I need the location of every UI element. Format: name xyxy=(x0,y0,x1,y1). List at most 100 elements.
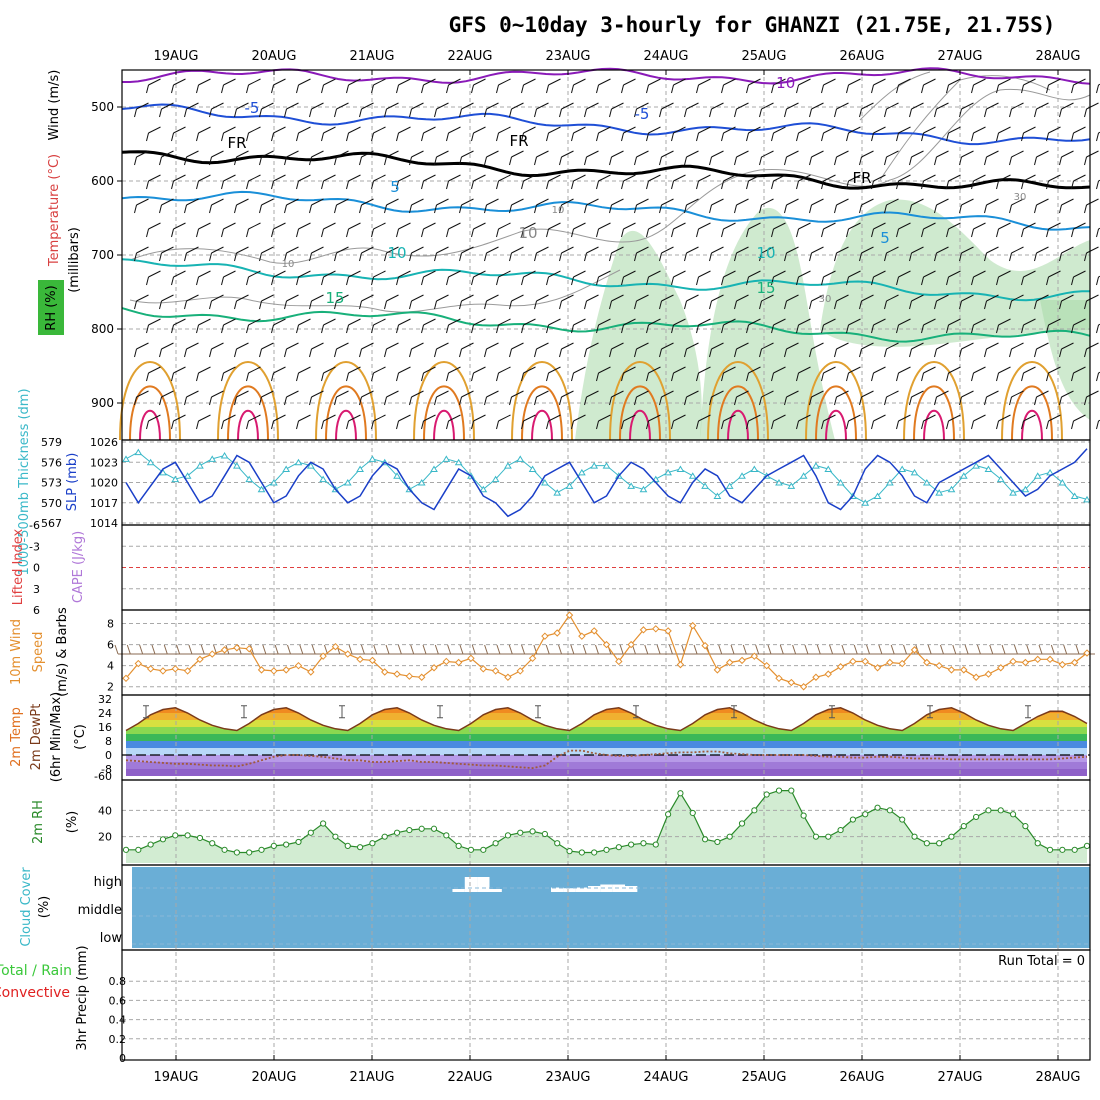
wind-barb xyxy=(271,78,286,94)
wind-barb xyxy=(521,78,536,94)
thickness-point xyxy=(627,482,636,489)
rh2m-point xyxy=(701,836,709,843)
wind-barb xyxy=(659,390,674,406)
wind-barb xyxy=(534,246,549,262)
wind-barb xyxy=(484,342,499,358)
wind-barb xyxy=(1046,78,1061,94)
wind-barb xyxy=(446,366,461,382)
wind-barb xyxy=(609,294,624,310)
wind-barb xyxy=(209,246,224,262)
wind-barb xyxy=(371,414,386,430)
rh2m-point xyxy=(541,830,548,838)
wind-barb xyxy=(746,222,761,238)
rh2m-point xyxy=(665,811,672,818)
wind-barb xyxy=(471,78,486,94)
precip-tick-label: 0.6 xyxy=(109,994,127,1007)
wind-barb xyxy=(909,390,924,406)
wind-barb xyxy=(821,222,836,238)
wind-barb xyxy=(621,318,636,334)
warm-isotherm xyxy=(521,385,563,441)
cloud-background xyxy=(132,867,1090,948)
wind-barb xyxy=(634,198,649,214)
rh2m-point xyxy=(862,811,869,818)
precip-label-b: Convective xyxy=(0,985,70,1001)
warm-isotherm xyxy=(1021,409,1043,441)
wind-barb xyxy=(496,366,511,382)
wind-barb xyxy=(234,198,249,214)
wind-barb xyxy=(646,414,661,430)
wind-barb xyxy=(1021,318,1036,334)
wind-barb xyxy=(684,198,699,214)
rh2m-point xyxy=(948,833,955,840)
pressure-tick-label: 800 xyxy=(91,322,114,336)
wind-barb xyxy=(321,222,336,238)
contour-label: 5 xyxy=(880,229,890,247)
wind-barb xyxy=(146,126,161,142)
wind-barb xyxy=(884,102,899,118)
top-date-label: 20AUG xyxy=(251,49,296,64)
wind-barb xyxy=(1071,366,1086,382)
wind-barb xyxy=(446,78,461,94)
wind-barb xyxy=(884,150,899,166)
wind-barb xyxy=(509,390,524,406)
cloud-level-label: low xyxy=(100,931,123,946)
wind-barb xyxy=(209,198,224,214)
wind-barb xyxy=(971,414,986,430)
wind-barb xyxy=(221,366,236,382)
cloud-cover-bar xyxy=(477,877,490,892)
wind-barb xyxy=(709,390,724,406)
wind-barb xyxy=(209,150,224,166)
wind-barb xyxy=(1021,366,1036,382)
wind-barb xyxy=(1071,78,1086,94)
thickness-point xyxy=(1009,489,1017,496)
contour-label: 30 xyxy=(1014,192,1027,203)
data-layer xyxy=(114,67,1100,856)
wind-barb xyxy=(946,78,961,94)
wind-speed-point xyxy=(972,673,980,681)
wind-barb xyxy=(996,414,1011,430)
wind-barb xyxy=(196,270,211,286)
wind-speed-point xyxy=(1034,655,1042,664)
thickness-point xyxy=(430,465,438,472)
slp-tick-label: 1020 xyxy=(90,477,118,490)
wind-speed-point xyxy=(270,667,278,675)
thickness-point xyxy=(590,462,599,469)
thickness-point xyxy=(1033,472,1042,479)
rh2m-point xyxy=(985,807,992,814)
wind-barb xyxy=(259,102,274,118)
wind-barb xyxy=(521,366,536,382)
thickness-point xyxy=(257,485,266,493)
wind-barb xyxy=(496,318,511,334)
warm-isotherm xyxy=(217,361,279,441)
wind-barb xyxy=(996,270,1011,286)
wind-barb xyxy=(1009,390,1024,406)
wind-barb xyxy=(459,246,474,262)
tmax-error-bar xyxy=(731,705,737,719)
contour-label: 15 xyxy=(325,289,344,307)
wind-speed-point xyxy=(578,632,586,640)
rh2m-point xyxy=(849,816,857,823)
thickness-point xyxy=(479,485,488,493)
wind-barb xyxy=(971,222,986,238)
wind-barb xyxy=(296,414,311,430)
thickness-point xyxy=(454,458,463,466)
tmax-error-bar xyxy=(241,705,247,719)
wind-barb xyxy=(321,78,336,94)
wind-barb xyxy=(559,102,574,118)
wind-speed-point xyxy=(183,667,192,675)
wind-barb xyxy=(571,126,586,142)
wind-barb xyxy=(946,318,961,334)
wind-speed-point xyxy=(344,650,352,658)
wind-barb xyxy=(621,366,636,382)
bottom-date-label: 22AUG xyxy=(447,1070,492,1085)
contour-label: 10 xyxy=(518,224,537,242)
temp-band xyxy=(126,734,1087,741)
wind-barb xyxy=(146,414,161,430)
wind-barb xyxy=(159,390,174,406)
wind-barb xyxy=(584,390,599,406)
wind-barb xyxy=(846,222,861,238)
wind-barb xyxy=(221,126,236,142)
rh2m-point xyxy=(726,833,733,840)
thickness-point xyxy=(442,455,451,462)
rh2m-point xyxy=(246,849,253,856)
